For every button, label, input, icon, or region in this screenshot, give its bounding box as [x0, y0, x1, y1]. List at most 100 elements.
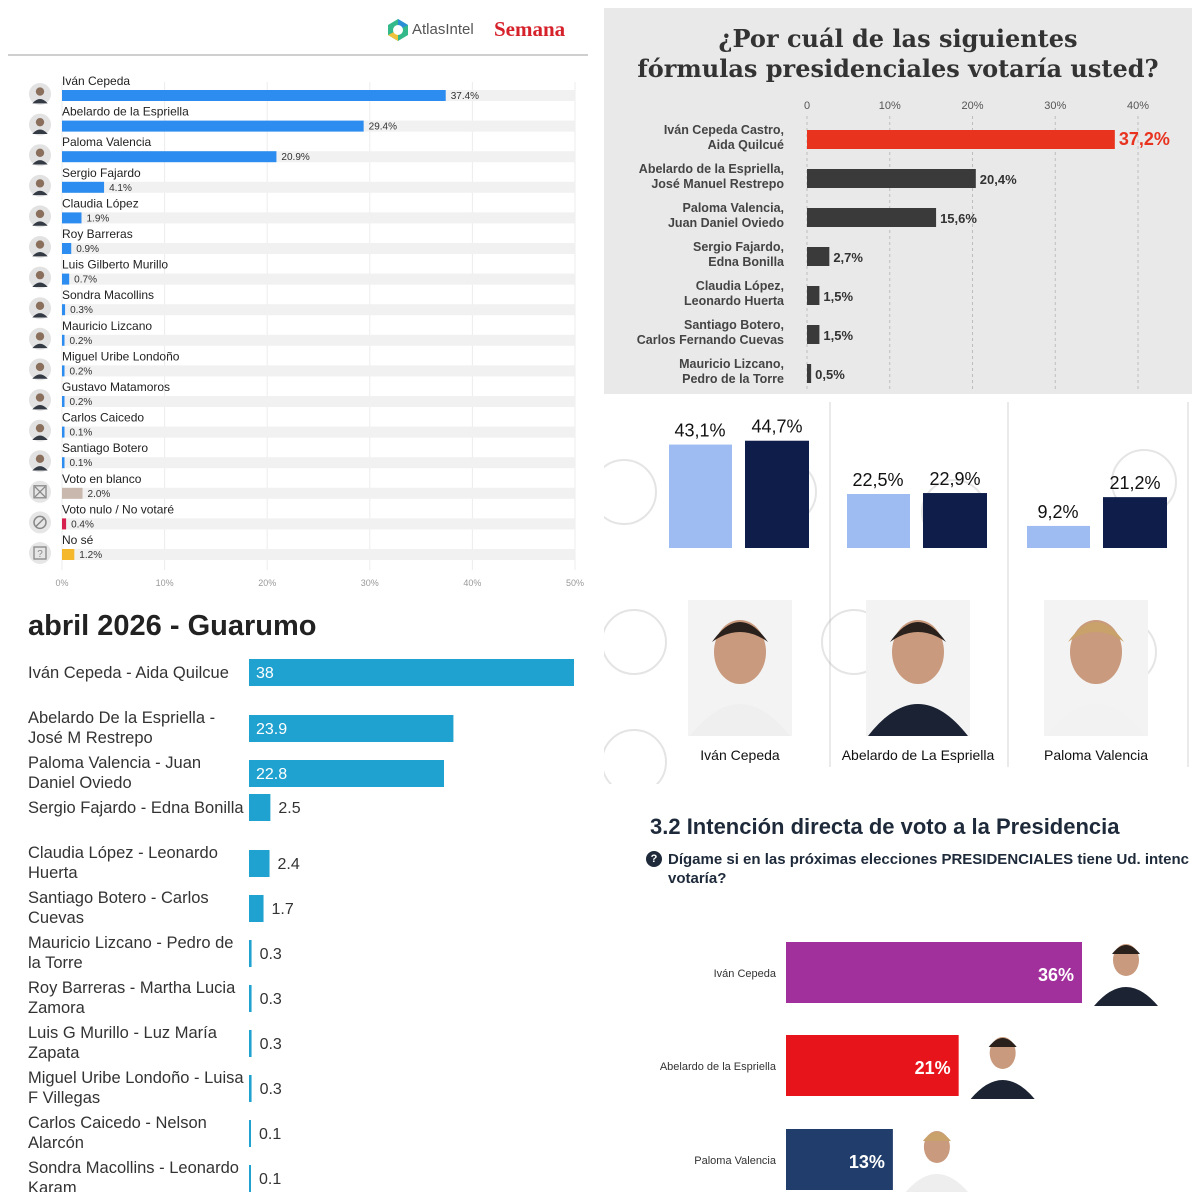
candidate-avatar-body [32, 466, 48, 471]
formulas-category-line1: Sergio Fajardo, [693, 240, 784, 254]
guarumo-data-label: 0.3 [260, 991, 282, 1008]
caracol-category-label: Paloma Valencia [1044, 747, 1148, 763]
guarumo-category-line2: Karam [28, 1179, 77, 1192]
caracol-data-label: 22,5% [852, 470, 903, 490]
guarumo-category-line2: la Torre [28, 954, 83, 972]
formulas-bar [807, 130, 1115, 149]
guarumo-category-line1: Sondra Macollins - Leonardo [28, 1159, 239, 1177]
guarumo-data-label: 0.3 [260, 1081, 282, 1098]
formulas-category-line2: Carlos Fernando Cuevas [637, 333, 784, 347]
atlas-data-label: 1.9% [86, 213, 109, 224]
direct-bar [786, 1035, 959, 1096]
guarumo-data-label: 0.1 [259, 1171, 281, 1188]
guarumo-data-label: 1.7 [272, 901, 294, 918]
caracol-bar-second [745, 440, 809, 548]
atlas-bar [62, 426, 65, 438]
portrait-body [690, 704, 790, 736]
unsure-icon: ? [29, 542, 51, 564]
guarumo-category-line1: Luis G Murillo - Luz María [28, 1024, 218, 1042]
candidate-avatar-head [35, 118, 45, 127]
unsure-box-shape [33, 546, 47, 560]
atlas-data-label: 0.9% [76, 244, 99, 255]
guarumo-category-line2: Zamora [28, 999, 86, 1017]
atlas-bar [62, 457, 65, 469]
candidate-avatar [29, 205, 51, 228]
atlas-category-label: Gustavo Matamoros [62, 380, 170, 394]
watermark-ring [604, 459, 657, 525]
direct-bar [786, 942, 1082, 1003]
caracol-data-label: 22,9% [929, 469, 980, 489]
atlas-bar-track [62, 334, 575, 346]
formulas-data-label: 15,6% [940, 211, 977, 226]
formulas-bar [807, 208, 937, 227]
formulas-bar [807, 364, 812, 383]
portrait-face [714, 620, 766, 684]
null-slash-shape [35, 517, 45, 527]
formulas-category-line2: Pedro de la Torre [682, 372, 784, 386]
question-icon: ? [646, 851, 662, 867]
unsure-glyph: ? [37, 549, 43, 560]
candidate-avatar-head [35, 179, 45, 188]
candidate-avatar-body [32, 190, 48, 196]
atlas-bar [62, 120, 364, 132]
atlas-chart: 0% 10% 20% 30% 40% 50% Iván Cepeda 37.4% Abelard… [29, 74, 584, 588]
caracol-data-label: 9,2% [1037, 502, 1078, 522]
direct-bar [786, 1129, 893, 1190]
portrait-body [1046, 704, 1146, 736]
atlas-bar-track [62, 151, 575, 163]
formulas-bar [807, 247, 830, 266]
atlas-data-label: 0.2% [70, 366, 93, 377]
direct-data-label: 36% [1038, 965, 1074, 985]
atlas-category-label: Voto nulo / No votaré [62, 502, 174, 516]
atlas-category-label: Voto en blanco [62, 472, 142, 486]
guarumo-data-label: 38 [256, 665, 274, 682]
candidate-avatar-head [35, 271, 45, 280]
null-circle-shape [33, 515, 47, 530]
direct-category-label: Iván Cepeda [714, 968, 777, 980]
cutout-hair [1112, 945, 1140, 954]
candidate-avatar [29, 419, 51, 442]
atlas-tick-label: 40% [463, 578, 481, 588]
watermark-ring [604, 609, 667, 675]
caracol-data-label: 44,7% [751, 417, 802, 437]
atlas-bar-track [62, 396, 575, 407]
caracol-bar-first [1027, 525, 1090, 548]
direct-category-label: Paloma Valencia [694, 1155, 777, 1167]
direct-question-line1: Dígame si en las próximas elecciones PRE… [668, 851, 1190, 868]
atlas-category-label: Santiago Botero [62, 441, 148, 455]
formulas-data-label: 1,5% [823, 289, 853, 304]
candidate-avatar [29, 174, 51, 197]
formulas-panel: ¿Por cuál de las siguientes fórmulas pre… [604, 8, 1192, 394]
guarumo-data-label: 22.8 [256, 766, 287, 783]
guarumo-data-label: 23.9 [256, 721, 287, 738]
guarumo-category-line2: Cuevas [28, 909, 84, 927]
guarumo-bar [249, 1075, 252, 1102]
portrait-body [868, 704, 968, 736]
atlas-data-label: 0.2% [70, 336, 93, 347]
atlas-category-label: No sé [62, 533, 94, 547]
formulas-bar [807, 325, 820, 344]
formulas-title: ¿Por cuál de las siguientes fórmulas pre… [604, 24, 1192, 84]
atlas-data-label: 20.9% [281, 152, 309, 163]
atlas-data-label: 1.2% [79, 550, 102, 561]
guarumo-bar [249, 794, 271, 821]
atlas-category-label: Sondra Macollins [62, 288, 154, 302]
guarumo-category-line1: Sergio Fajardo - Edna Bonilla [28, 799, 244, 817]
caracol-bar-second [1103, 497, 1167, 548]
direct-question: Dígame si en las próximas elecciones PRE… [668, 850, 1192, 888]
formulas-category-line1: Mauricio Lizcano, [679, 357, 784, 371]
formulas-bar [807, 286, 820, 305]
atlas-bar-track [62, 212, 575, 224]
formulas-category-line1: Iván Cepeda Castro, [664, 123, 784, 137]
atlas-bar-track [62, 181, 575, 193]
atlas-bar [62, 334, 65, 346]
null-vote-icon [29, 511, 51, 534]
atlas-bar-track [62, 457, 575, 469]
cutout-body [905, 1174, 968, 1192]
formulas-category-line2: Edna Bonilla [708, 255, 785, 269]
atlas-tick-label: 30% [361, 578, 379, 588]
candidate-avatar-head [35, 209, 45, 219]
formulas-data-label: 1,5% [823, 328, 853, 343]
atlas-header: AtlasIntel Semana [8, 8, 588, 56]
watermark-ring [604, 729, 667, 784]
